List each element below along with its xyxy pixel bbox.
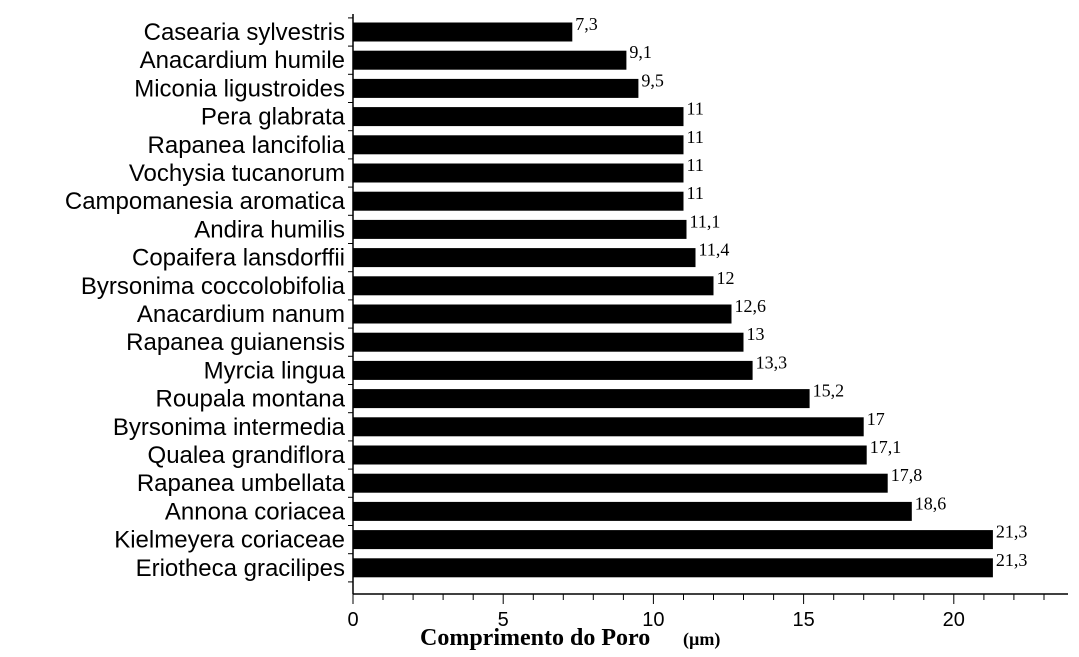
- value-label: 12: [717, 268, 735, 288]
- bar: [353, 50, 627, 70]
- value-label: 7,3: [575, 14, 598, 34]
- bar: [353, 473, 888, 493]
- category-label: Casearia sylvestris: [144, 19, 345, 46]
- bar: [353, 389, 810, 409]
- category-label: Byrsonima intermedia: [113, 414, 346, 441]
- value-label: 11: [687, 183, 704, 203]
- category-label: Roupala montana: [156, 386, 346, 413]
- axes: 0 5 10 15 20: [347, 14, 1068, 631]
- value-label: 9,5: [641, 70, 664, 90]
- category-label: Eriotheca gracilipes: [136, 555, 345, 582]
- value-label: 13: [747, 324, 765, 344]
- category-label: Campomanesia aromatica: [65, 188, 346, 215]
- x-tick-label: 10: [642, 609, 664, 631]
- bar: [353, 558, 993, 578]
- category-label: Rapanea lancifolia: [148, 132, 346, 159]
- bar: [353, 417, 864, 437]
- category-label: Anacardium nanum: [137, 301, 345, 328]
- value-label: 11: [687, 127, 704, 147]
- value-label: 17,8: [891, 465, 923, 485]
- bar: [353, 445, 867, 465]
- bars-layer: [353, 22, 993, 578]
- x-tick-label: 0: [347, 609, 358, 631]
- bar: [353, 219, 687, 239]
- bar: [353, 332, 744, 352]
- x-tick-label: 20: [943, 609, 965, 631]
- x-axis-title: Comprimento do Poro: [420, 625, 650, 651]
- x-tick-label: 15: [792, 609, 814, 631]
- value-label: 11: [687, 155, 704, 175]
- category-label: Rapanea umbellata: [137, 470, 346, 497]
- bar: [353, 248, 696, 268]
- bar: [353, 304, 732, 324]
- value-label: 9,1: [629, 42, 652, 62]
- category-label: Annona coriacea: [165, 498, 346, 525]
- category-label: Kielmeyera coriaceae: [114, 527, 345, 554]
- category-label: Vochysia tucanorum: [129, 160, 345, 187]
- bar: [353, 135, 684, 155]
- category-label: Miconia ligustroides: [134, 75, 345, 102]
- category-label: Pera glabrata: [201, 104, 346, 131]
- category-label: Myrcia lingua: [204, 357, 346, 384]
- bar: [353, 107, 684, 127]
- value-label: 17: [867, 409, 885, 429]
- category-label: Andira humilis: [194, 216, 345, 243]
- category-label: Anacardium humile: [140, 47, 345, 74]
- value-label: 11,4: [699, 240, 730, 260]
- category-label: Copaifera lansdorffii: [132, 245, 345, 272]
- x-axis-unit: (µm): [683, 629, 720, 650]
- bar: [353, 191, 684, 211]
- bar: [353, 163, 684, 183]
- bar: [353, 501, 912, 521]
- category-label: Rapanea guianensis: [126, 329, 345, 356]
- value-label: 18,6: [915, 493, 947, 513]
- value-label: 21,3: [996, 522, 1028, 542]
- bar: [353, 530, 993, 550]
- bar: [353, 78, 639, 98]
- x-tick-label: 5: [498, 609, 509, 631]
- bar: [353, 22, 573, 42]
- category-label: Qualea grandiflora: [148, 442, 346, 469]
- value-label: 11,1: [690, 211, 721, 231]
- value-label: 11: [687, 99, 704, 119]
- bar: [353, 276, 714, 296]
- value-label: 12,6: [735, 296, 767, 316]
- value-label: 21,3: [996, 550, 1028, 570]
- value-label: 17,1: [870, 437, 902, 457]
- bar: [353, 360, 753, 380]
- value-label: 13,3: [756, 352, 788, 372]
- value-label: 15,2: [813, 381, 845, 401]
- category-label: Byrsonima coccolobifolia: [81, 273, 346, 300]
